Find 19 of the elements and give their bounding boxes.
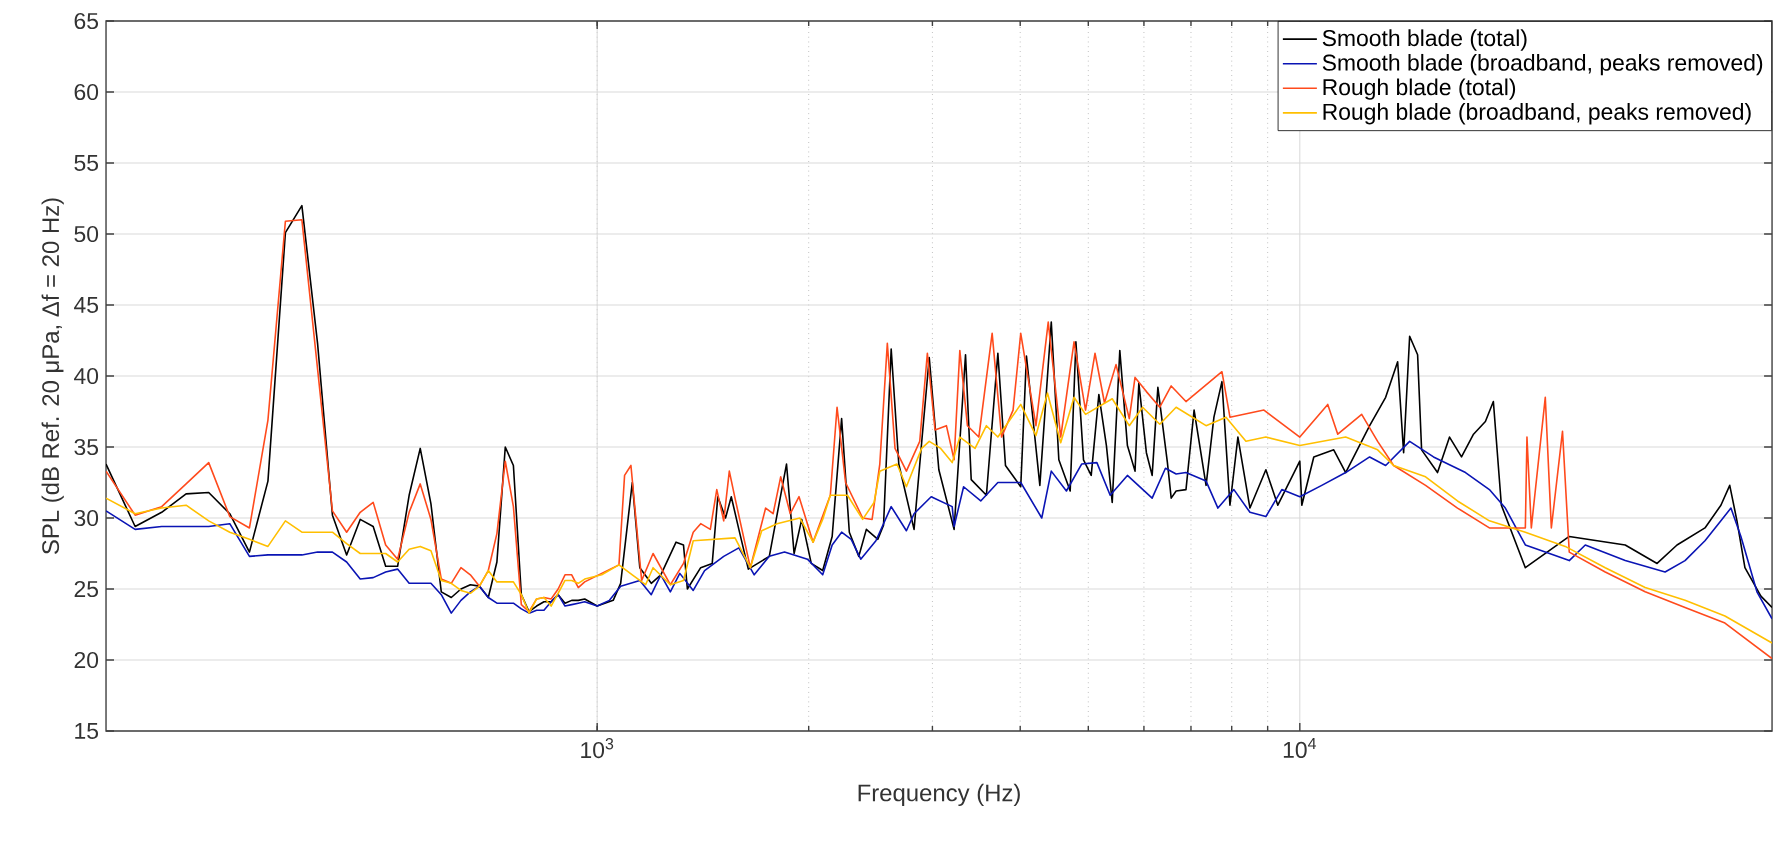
legend-label: Rough blade (broadband, peaks removed) (1323, 103, 1751, 125)
y-tick-label: 50 (74, 225, 99, 243)
x-tick-label: 10$^{3}$ (581, 738, 614, 759)
y-tick-label: 55 (74, 155, 99, 171)
y-tick-label: 25 (74, 580, 99, 598)
x-axis-title: Frequency (Hz) (858, 783, 1020, 807)
y-axis-title: SPL (dB Ref. 20 μPa, Δf = 20 Hz) (41, 198, 64, 555)
legend-label: Smooth blade (total) (1322, 29, 1527, 51)
y-tick-label: 60 (74, 83, 99, 101)
y-tick-label: 45 (74, 297, 99, 313)
legend-label: Smooth blade (broadband, peaks removed) (1322, 53, 1763, 76)
y-tick-label: 35 (74, 438, 99, 456)
legend-label: Rough blade (total) (1323, 78, 1516, 100)
y-tick-label: 65 (74, 12, 99, 30)
y-tick-label: 15 (75, 723, 99, 739)
y-tick-label: 20 (74, 651, 99, 669)
y-tick-label: 40 (74, 367, 99, 385)
x-tick-label: 10$^{4}$ (1283, 738, 1317, 758)
y-tick-label: 30 (74, 509, 99, 527)
